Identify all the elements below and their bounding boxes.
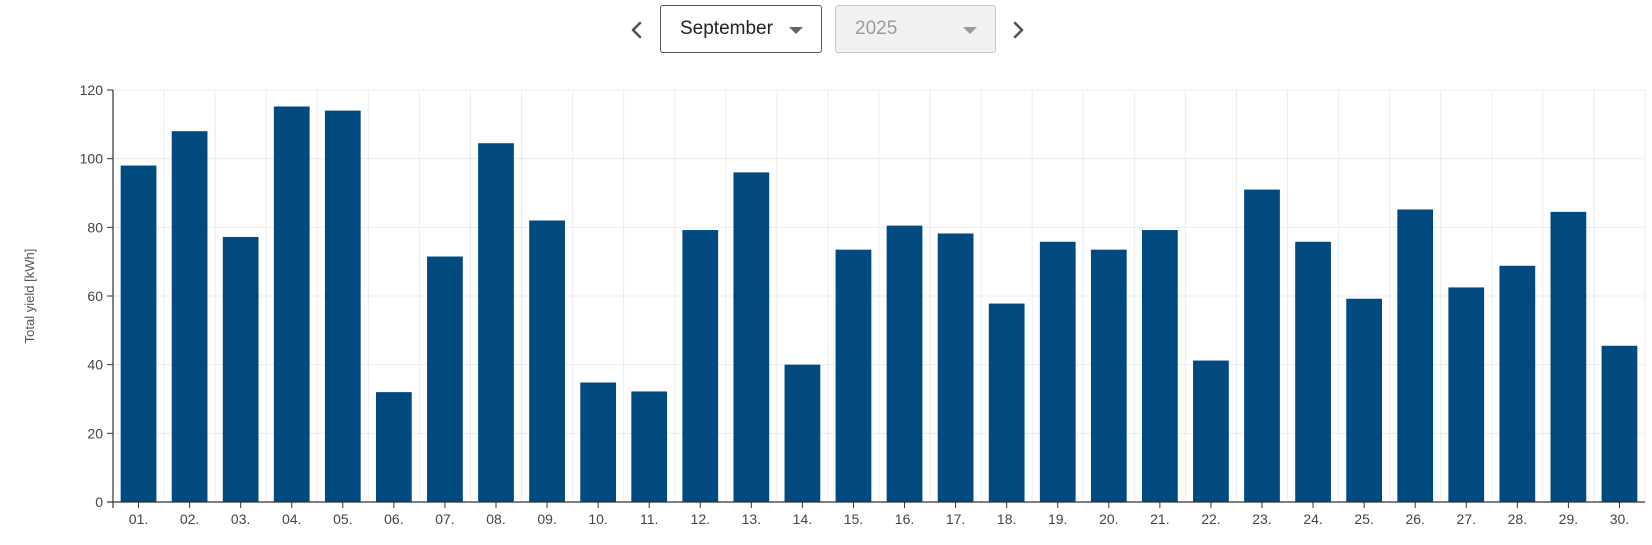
bar-09 bbox=[529, 220, 565, 502]
month-select[interactable]: September bbox=[660, 5, 822, 53]
chevron-left-icon bbox=[631, 21, 642, 39]
bar-03 bbox=[222, 236, 259, 503]
x-tick-label: 05. bbox=[333, 511, 352, 527]
x-tick-label: 30. bbox=[1610, 511, 1629, 527]
bar-01 bbox=[120, 165, 157, 503]
x-tick-label: 09. bbox=[537, 511, 556, 527]
chevron-down-icon bbox=[789, 27, 803, 34]
bar-10 bbox=[580, 382, 617, 502]
y-tick-label: 0 bbox=[95, 494, 103, 510]
y-tick-label: 100 bbox=[80, 151, 104, 167]
bar-08 bbox=[478, 143, 514, 502]
chevron-right-icon bbox=[1013, 21, 1024, 39]
year-select-value: 2025 bbox=[855, 18, 898, 39]
x-tick-label: 13. bbox=[742, 511, 761, 527]
bar-06 bbox=[375, 392, 412, 502]
x-tick-label: 23. bbox=[1252, 511, 1271, 527]
chevron-down-icon bbox=[963, 27, 977, 34]
x-tick-label: 20. bbox=[1099, 511, 1118, 527]
y-tick-label: 20 bbox=[87, 425, 103, 441]
y-tick-label: 40 bbox=[87, 357, 103, 373]
x-tick-label: 22. bbox=[1201, 511, 1220, 527]
x-tick-label: 03. bbox=[231, 511, 250, 527]
x-tick-label: 18. bbox=[997, 511, 1016, 527]
x-tick-label: 17. bbox=[946, 511, 965, 527]
bar-14 bbox=[784, 364, 821, 502]
y-tick-label: 80 bbox=[87, 219, 103, 235]
bar-21 bbox=[1141, 230, 1178, 502]
bar-17 bbox=[937, 233, 974, 502]
y-tick-label: 120 bbox=[80, 82, 104, 98]
x-tick-label: 27. bbox=[1457, 511, 1476, 527]
x-tick-label: 28. bbox=[1508, 511, 1527, 527]
bar-05 bbox=[324, 110, 361, 502]
x-tick-label: 07. bbox=[435, 511, 454, 527]
x-tick-label: 01. bbox=[129, 511, 148, 527]
bar-04 bbox=[273, 106, 310, 502]
bar-18 bbox=[988, 303, 1025, 502]
x-tick-label: 11. bbox=[640, 511, 658, 527]
prev-month-button[interactable] bbox=[626, 19, 648, 41]
x-tick-label: 10. bbox=[588, 511, 607, 527]
bar-07 bbox=[427, 256, 463, 502]
x-tick-label: 14. bbox=[793, 511, 812, 527]
x-tick-label: 24. bbox=[1303, 511, 1322, 527]
bar-28 bbox=[1499, 265, 1536, 502]
bar-15 bbox=[835, 249, 872, 502]
bar-26 bbox=[1397, 209, 1434, 503]
bar-30 bbox=[1601, 345, 1638, 502]
next-month-button[interactable] bbox=[1007, 19, 1029, 41]
bar-27 bbox=[1448, 287, 1485, 502]
bar-11 bbox=[631, 391, 668, 502]
year-select[interactable]: 2025 bbox=[835, 5, 996, 53]
month-select-value: September bbox=[680, 18, 773, 39]
bar-25 bbox=[1346, 298, 1383, 502]
x-tick-label: 06. bbox=[384, 511, 403, 527]
bar-24 bbox=[1295, 241, 1331, 502]
y-axis-title: Total yield [kWh] bbox=[22, 249, 37, 344]
bar-23 bbox=[1244, 189, 1280, 503]
bar-29 bbox=[1550, 211, 1587, 502]
bar-12 bbox=[682, 230, 719, 502]
bar-02 bbox=[171, 131, 208, 502]
bar-16 bbox=[886, 225, 923, 502]
x-tick-label: 25. bbox=[1354, 511, 1373, 527]
x-tick-label: 12. bbox=[691, 511, 710, 527]
x-tick-label: 21. bbox=[1150, 511, 1169, 527]
x-tick-label: 15. bbox=[844, 511, 863, 527]
x-tick-label: 26. bbox=[1405, 511, 1424, 527]
bar-13 bbox=[733, 172, 770, 502]
bar-19 bbox=[1039, 241, 1076, 502]
bar-20 bbox=[1090, 249, 1127, 502]
x-tick-label: 08. bbox=[486, 511, 505, 527]
x-tick-label: 16. bbox=[895, 511, 914, 527]
x-tick-label: 02. bbox=[180, 511, 199, 527]
x-tick-label: 19. bbox=[1048, 511, 1067, 527]
bar-22 bbox=[1193, 360, 1229, 502]
x-tick-label: 04. bbox=[282, 511, 301, 527]
y-tick-label: 60 bbox=[87, 288, 103, 304]
x-tick-label: 29. bbox=[1559, 511, 1578, 527]
period-selector: September 2025 bbox=[0, 5, 1652, 55]
